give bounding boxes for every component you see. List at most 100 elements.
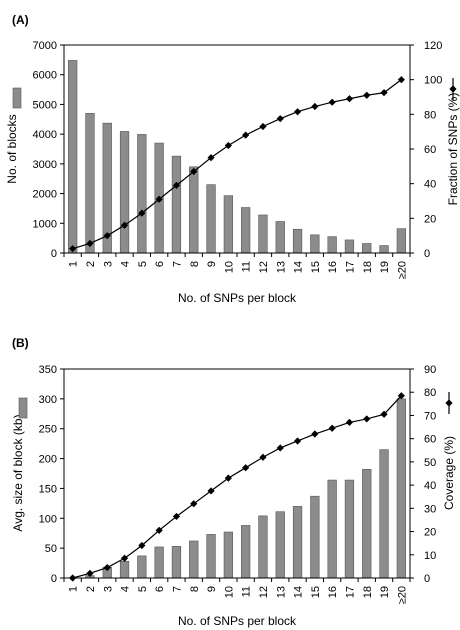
line-point-8 <box>190 500 198 508</box>
bar-13 <box>275 221 285 254</box>
bar-19 <box>379 449 389 579</box>
legend-bar-swatch <box>12 87 22 109</box>
bar-16 <box>327 236 337 254</box>
legend-bar-swatch <box>18 397 28 419</box>
x-tick-label: 6 <box>154 586 166 592</box>
bar-10 <box>223 531 233 579</box>
y2-tick-label: 90 <box>424 364 436 376</box>
bar-19 <box>379 245 389 254</box>
x-tick-label: 2 <box>85 586 97 592</box>
x-tick-label: 7 <box>171 586 183 592</box>
y2-tick-label: 120 <box>424 40 442 52</box>
bar-11 <box>241 207 251 254</box>
bar-≥20 <box>396 398 406 579</box>
line-point-6 <box>155 526 163 534</box>
x-tick-label: 19 <box>379 586 391 598</box>
series-line <box>72 395 402 579</box>
bar-14 <box>292 228 303 254</box>
x-tick-label: 14 <box>293 586 305 598</box>
x-tick-label: 16 <box>327 261 339 273</box>
y-tick-label: 100 <box>39 513 57 525</box>
bar-9 <box>206 184 216 254</box>
y2-tick-label: 20 <box>424 527 436 539</box>
line-point-11 <box>242 131 250 139</box>
y2-axis-title: Fraction of SNPs (%) <box>446 93 460 206</box>
x-tick-label: 3 <box>102 586 114 592</box>
x-tick-label: 11 <box>241 261 253 272</box>
bar-18 <box>362 469 372 579</box>
y2-tick-label: 80 <box>424 109 436 121</box>
y-tick-label: 0 <box>51 248 57 260</box>
line-point-19 <box>380 89 388 97</box>
bar-18 <box>362 243 372 254</box>
x-tick-label: 5 <box>137 261 149 267</box>
x-tick-label: 5 <box>137 586 149 592</box>
y2-tick-label: 60 <box>424 434 436 446</box>
y2-tick-label: 30 <box>424 503 436 515</box>
y-tick-label: 7000 <box>33 40 57 52</box>
line-point-10 <box>224 474 232 482</box>
line-point-8 <box>190 167 198 176</box>
y-tick-label: 150 <box>39 483 57 495</box>
bar-17 <box>344 479 355 579</box>
bar-13 <box>275 511 285 579</box>
x-tick-label: 10 <box>223 586 235 598</box>
line-point-18 <box>363 415 371 423</box>
x-tick-label: 13 <box>275 586 287 598</box>
bar-17 <box>344 239 355 254</box>
line-point-14 <box>293 108 302 116</box>
bar-5 <box>137 134 147 254</box>
line-point-11 <box>242 464 250 472</box>
x-tick-label: 13 <box>275 261 287 273</box>
line-point-9 <box>207 487 215 495</box>
y-axis-title: No. of blocks <box>5 114 19 183</box>
x-axis-title: No. of SNPs per block <box>178 291 297 305</box>
bar-5 <box>137 555 147 579</box>
x-tick-label: 11 <box>241 586 253 597</box>
line-point-13 <box>276 444 284 452</box>
line-point-3 <box>103 232 111 240</box>
bar-≥20 <box>396 228 406 254</box>
bar-4 <box>119 560 130 579</box>
x-tick-label: 6 <box>154 261 166 267</box>
x-tick-label: 4 <box>120 586 132 592</box>
y2-tick-label: 0 <box>424 573 430 585</box>
y-tick-label: 200 <box>39 454 57 466</box>
x-tick-label: 14 <box>293 261 305 273</box>
line-point-5 <box>138 541 146 550</box>
y-tick-label: 3000 <box>33 159 57 171</box>
line-point-16 <box>328 424 336 432</box>
x-tick-label: 10 <box>223 261 235 273</box>
panel-label: (A) <box>12 13 29 27</box>
y-tick-label: 50 <box>45 543 57 555</box>
x-tick-label: 17 <box>344 586 356 598</box>
bar-9 <box>206 534 216 579</box>
bar-7 <box>171 546 182 579</box>
line-point-3 <box>103 563 111 572</box>
line-point-≥20 <box>397 392 405 400</box>
line-point-15 <box>311 430 319 438</box>
x-tick-label: 12 <box>258 261 270 273</box>
x-tick-label: 9 <box>206 261 218 267</box>
x-tick-label: 7 <box>171 261 183 267</box>
bar-7 <box>171 155 182 254</box>
x-tick-label: 1 <box>68 586 80 592</box>
line-point-19 <box>380 410 388 418</box>
y-tick-label: 4000 <box>33 129 57 141</box>
bar-14 <box>292 506 303 579</box>
y-tick-label: 0 <box>51 573 57 585</box>
x-tick-label: 18 <box>362 261 374 273</box>
bar-12 <box>258 515 268 579</box>
panel-label: (B) <box>12 336 29 350</box>
line-point-4 <box>120 221 129 229</box>
bar-4 <box>119 131 130 254</box>
line-point-13 <box>276 115 284 123</box>
x-tick-label: 17 <box>344 261 356 273</box>
bar-12 <box>258 214 268 254</box>
bar-15 <box>310 234 320 254</box>
x-axis-title: No. of SNPs per block <box>178 614 297 628</box>
plot-frame <box>63 44 411 254</box>
bar-2 <box>85 113 95 254</box>
y2-tick-label: 70 <box>424 410 436 422</box>
